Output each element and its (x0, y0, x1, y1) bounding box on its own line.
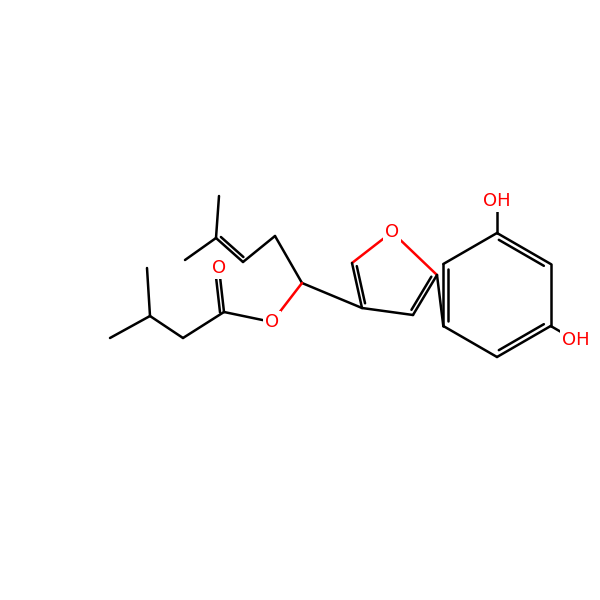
Text: OH: OH (562, 331, 589, 349)
Text: O: O (265, 313, 279, 331)
Text: O: O (212, 259, 226, 277)
Text: O: O (385, 223, 399, 241)
Text: OH: OH (483, 192, 511, 210)
